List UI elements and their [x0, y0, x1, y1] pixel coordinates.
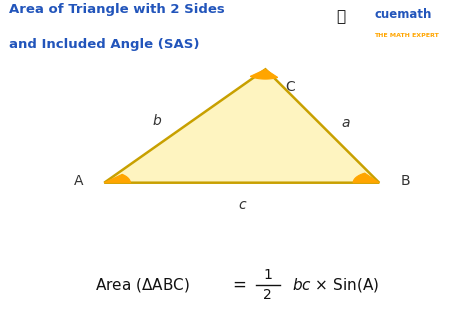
Text: Area of Triangle with 2 Sides: Area of Triangle with 2 Sides — [9, 3, 225, 16]
Polygon shape — [353, 173, 379, 183]
Text: c: c — [238, 198, 246, 212]
Text: and Included Angle (SAS): and Included Angle (SAS) — [9, 38, 200, 51]
Text: 1: 1 — [264, 268, 272, 282]
Text: Area ($\Delta$ABC): Area ($\Delta$ABC) — [95, 276, 190, 294]
Text: B: B — [401, 174, 410, 188]
Text: C: C — [285, 80, 295, 94]
Text: $bc$ × Sin(A): $bc$ × Sin(A) — [292, 276, 379, 294]
Text: cuemath: cuemath — [374, 8, 432, 21]
Text: 🚀: 🚀 — [337, 9, 346, 25]
Text: =: = — [232, 276, 246, 294]
Text: 2: 2 — [264, 288, 272, 302]
Polygon shape — [104, 69, 379, 183]
Text: A: A — [73, 174, 83, 188]
Text: b: b — [153, 114, 162, 128]
Text: a: a — [342, 116, 350, 130]
Polygon shape — [104, 174, 130, 183]
Text: THE MATH EXPERT: THE MATH EXPERT — [374, 33, 439, 38]
Polygon shape — [250, 69, 278, 79]
